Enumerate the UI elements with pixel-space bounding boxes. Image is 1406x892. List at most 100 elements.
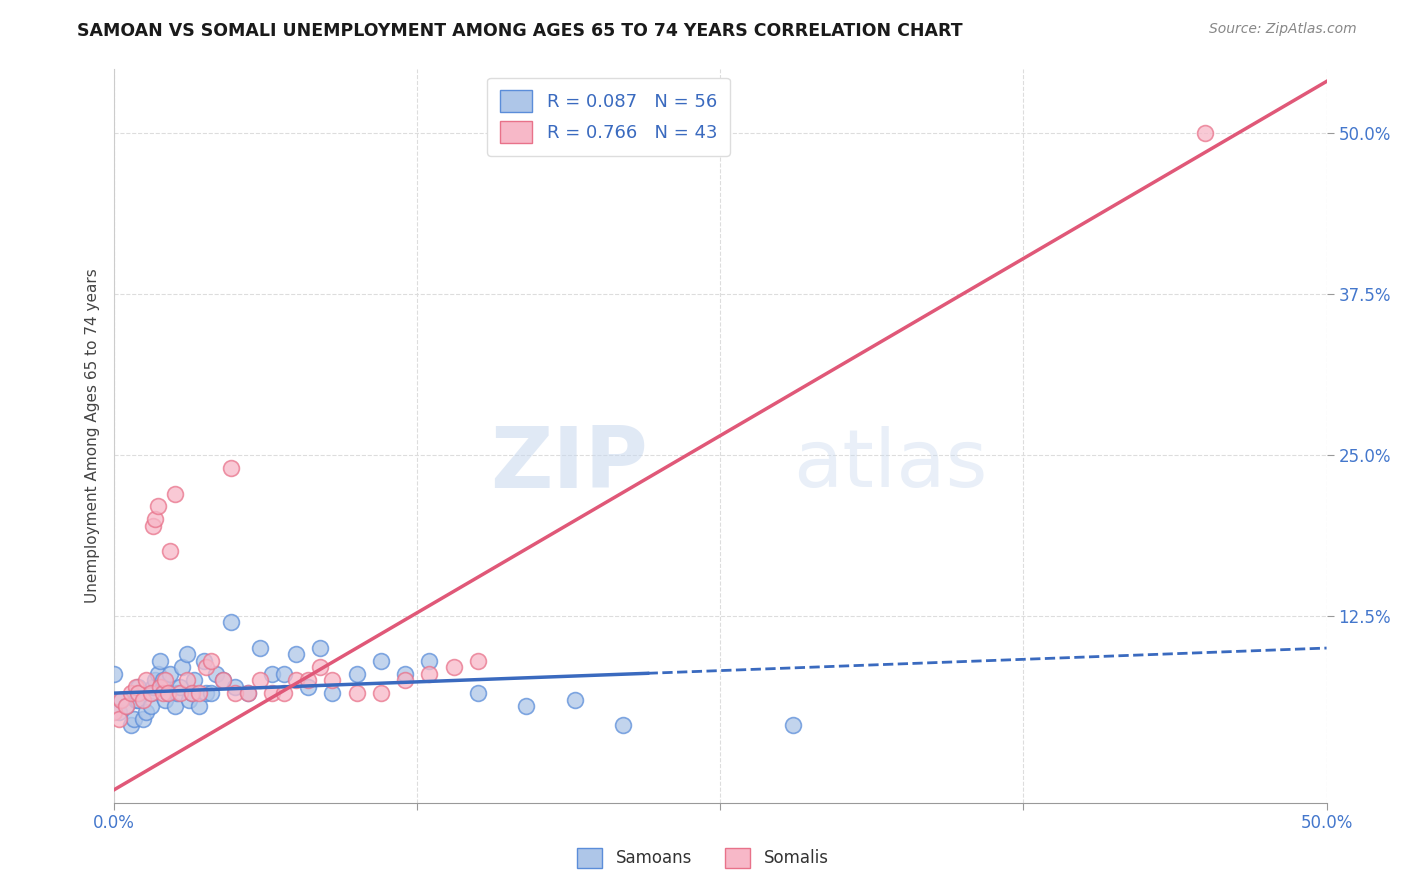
- Point: [212, 673, 235, 688]
- Point: [139, 686, 162, 700]
- Point: [515, 698, 537, 713]
- Point: [163, 486, 186, 500]
- Point: [145, 512, 167, 526]
- Point: [273, 686, 295, 700]
- Point: [309, 641, 332, 656]
- Point: [370, 686, 392, 700]
- Point: [370, 654, 392, 668]
- Point: [193, 654, 215, 668]
- Point: [132, 712, 155, 726]
- Point: [153, 673, 176, 688]
- Point: [224, 680, 246, 694]
- Point: [152, 686, 174, 700]
- Point: [346, 666, 368, 681]
- Point: [249, 641, 271, 656]
- Point: [309, 660, 332, 674]
- Point: [159, 666, 181, 681]
- Point: [135, 673, 157, 688]
- Point: [108, 712, 131, 726]
- Point: [260, 686, 283, 700]
- Point: [346, 686, 368, 700]
- Point: [273, 666, 295, 681]
- Point: [183, 673, 205, 688]
- Point: [142, 680, 165, 694]
- Point: [127, 686, 149, 700]
- Text: Source: ZipAtlas.com: Source: ZipAtlas.com: [1209, 22, 1357, 37]
- Point: [115, 698, 138, 713]
- Point: [200, 654, 222, 668]
- Point: [782, 718, 804, 732]
- Point: [156, 686, 179, 700]
- Point: [149, 654, 172, 668]
- Point: [394, 666, 416, 681]
- Point: [120, 686, 142, 700]
- Point: [260, 666, 283, 681]
- Point: [135, 706, 157, 720]
- Point: [224, 686, 246, 700]
- Point: [219, 615, 242, 630]
- Point: [443, 660, 465, 674]
- Text: atlas: atlas: [793, 425, 987, 504]
- Point: [149, 680, 172, 694]
- Point: [188, 686, 211, 700]
- Point: [108, 706, 131, 720]
- Point: [120, 718, 142, 732]
- Point: [166, 686, 188, 700]
- Point: [153, 692, 176, 706]
- Point: [125, 680, 148, 694]
- Point: [145, 673, 167, 688]
- Point: [172, 660, 194, 674]
- Point: [127, 692, 149, 706]
- Point: [180, 686, 202, 700]
- Point: [169, 686, 191, 700]
- Point: [212, 673, 235, 688]
- Point: [125, 692, 148, 706]
- Point: [195, 686, 218, 700]
- Point: [179, 692, 201, 706]
- Point: [564, 692, 586, 706]
- Point: [285, 673, 308, 688]
- Legend: R = 0.087   N = 56, R = 0.766   N = 43: R = 0.087 N = 56, R = 0.766 N = 43: [486, 78, 730, 156]
- Point: [418, 654, 440, 668]
- Point: [236, 686, 259, 700]
- Point: [188, 698, 211, 713]
- Point: [195, 660, 218, 674]
- Point: [176, 673, 198, 688]
- Point: [127, 680, 149, 694]
- Point: [132, 692, 155, 706]
- Point: [127, 686, 149, 700]
- Point: [152, 680, 174, 694]
- Text: SAMOAN VS SOMALI UNEMPLOYMENT AMONG AGES 65 TO 74 YEARS CORRELATION CHART: SAMOAN VS SOMALI UNEMPLOYMENT AMONG AGES…: [77, 22, 963, 40]
- Point: [321, 686, 343, 700]
- Point: [1194, 126, 1216, 140]
- Point: [236, 686, 259, 700]
- Point: [200, 686, 222, 700]
- Point: [152, 673, 174, 688]
- Point: [139, 698, 162, 713]
- Point: [285, 648, 308, 662]
- Point: [103, 706, 125, 720]
- Point: [156, 686, 179, 700]
- Point: [297, 673, 319, 688]
- Point: [139, 686, 162, 700]
- Point: [219, 460, 242, 475]
- Point: [205, 666, 228, 681]
- Y-axis label: Unemployment Among Ages 65 to 74 years: Unemployment Among Ages 65 to 74 years: [86, 268, 100, 603]
- Point: [159, 544, 181, 558]
- Point: [169, 680, 191, 694]
- Point: [297, 680, 319, 694]
- Point: [467, 654, 489, 668]
- Point: [394, 673, 416, 688]
- Point: [146, 500, 169, 514]
- Point: [418, 666, 440, 681]
- Point: [122, 712, 145, 726]
- Point: [110, 692, 132, 706]
- Text: ZIP: ZIP: [489, 424, 648, 507]
- Point: [103, 666, 125, 681]
- Point: [163, 698, 186, 713]
- Point: [180, 686, 202, 700]
- Legend: Samoans, Somalis: Samoans, Somalis: [571, 841, 835, 875]
- Point: [176, 648, 198, 662]
- Point: [115, 698, 138, 713]
- Point: [110, 692, 132, 706]
